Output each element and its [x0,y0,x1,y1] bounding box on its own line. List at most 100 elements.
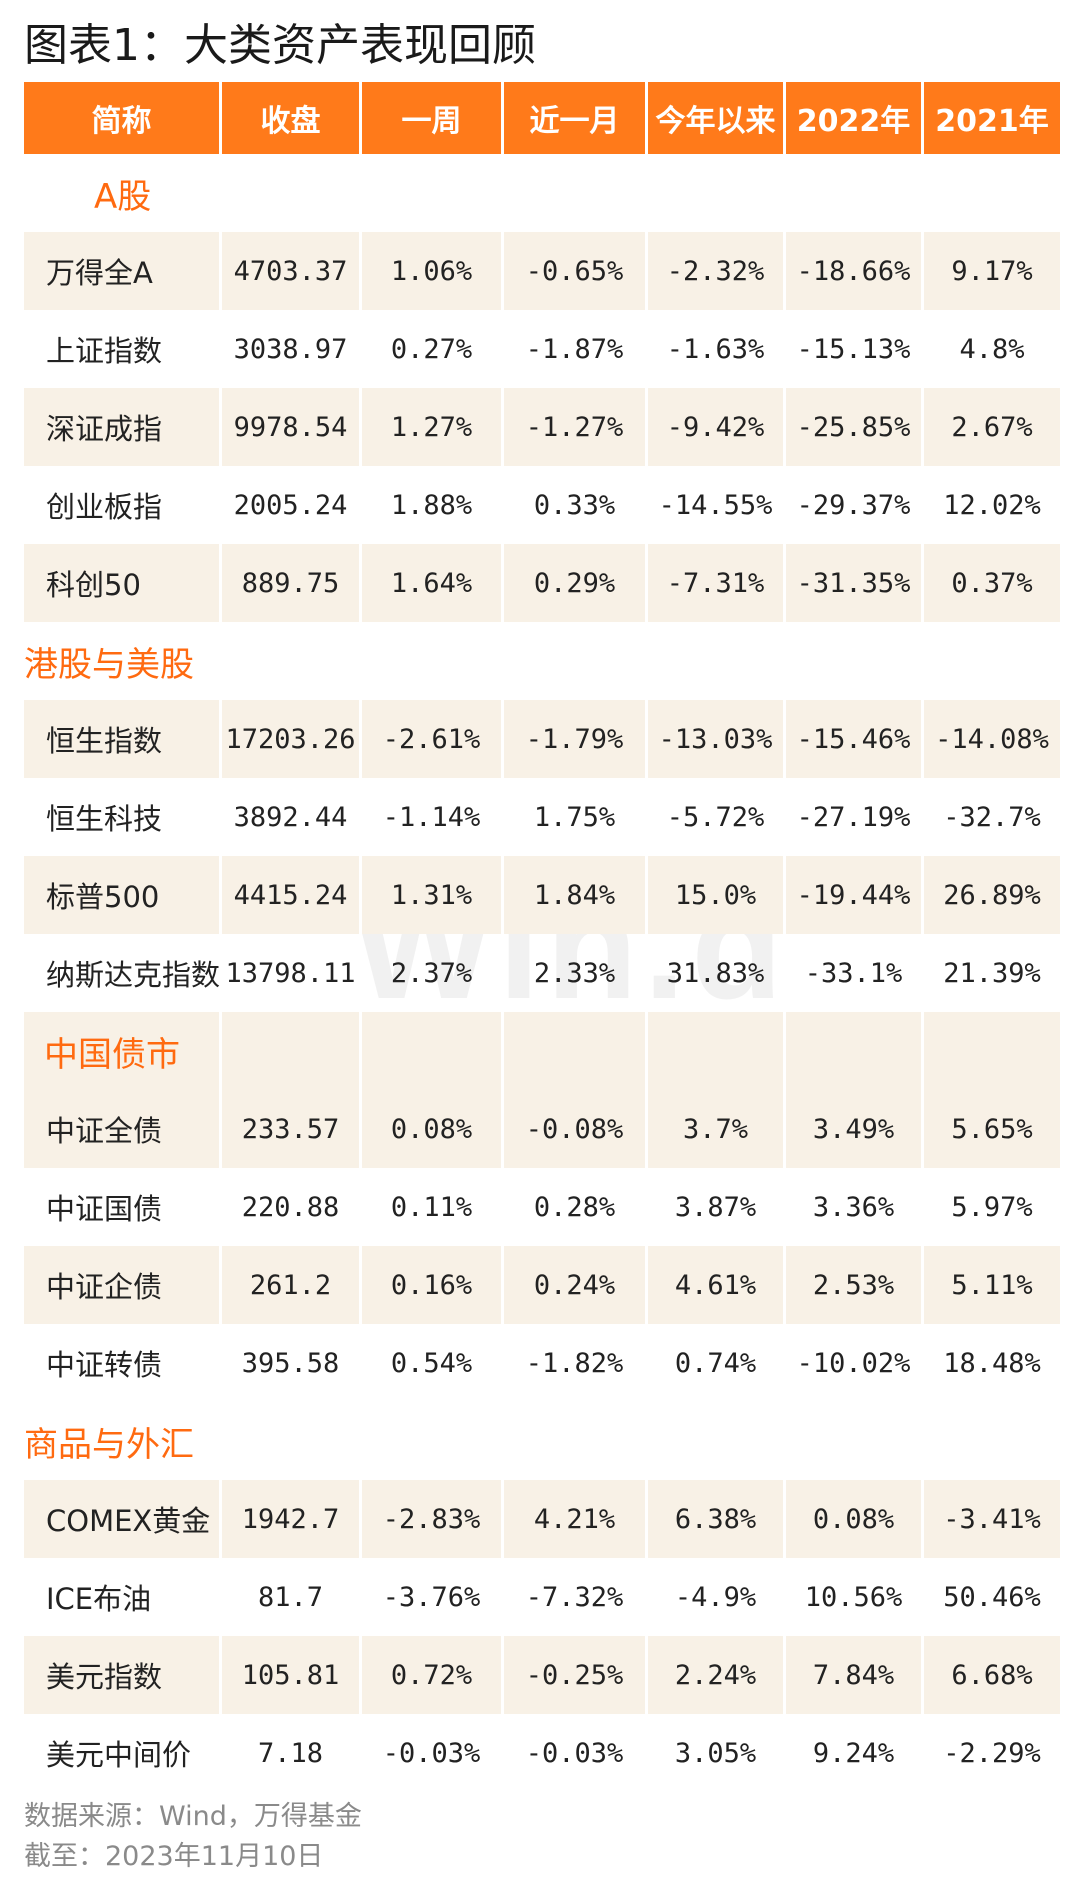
value-cell: 7.18 [222,1714,362,1792]
section-empty-cell [924,154,1060,232]
value-cell: -13.03% [648,700,786,778]
value-cell: 0.24% [504,1246,648,1324]
value-cell: -5.72% [648,778,786,856]
value-cell: -2.29% [943,1737,1041,1769]
table-row: 恒生科技 3892.44 -1.14% 1.75% -5.72% -27.19% -32.7… [24,778,1060,856]
section-empty-cell [786,1402,924,1480]
table-row: 中证国债 220.88 0.11% 0.28% 3.87% 3.36% 5.97% [24,1168,1060,1246]
asset-name-cell: 中证国债 [24,1168,222,1246]
asset-performance-table: 简称 收盘 一周 近一月 今年以来 2022年 2021年 A股 万得全A 4703… [24,82,1060,1792]
value-cell: 2.33% [504,934,648,1012]
value-cell: 1.75% [504,778,648,856]
value-cell: 21.39% [943,957,1041,989]
header-2022: 2022年 [786,82,924,154]
value-cell: 0.11% [362,1168,504,1246]
section-empty-cell [504,622,648,700]
section-empty-cell [362,622,504,700]
value-cell: 12.02% [943,489,1041,521]
value-cell: 9.24% [786,1714,924,1792]
value-cell: 0.37% [951,567,1033,599]
value-cell: -15.13% [786,310,924,388]
value-cell: -2.61% [362,700,504,778]
value-cell: -27.19% [786,778,924,856]
value-cell: 220.88 [222,1168,362,1246]
value-cell: 3892.44 [222,778,362,856]
section-empty-cell [786,154,924,232]
value-cell: -1.82% [504,1324,648,1402]
asset-name-cell: 万得全A [24,232,222,310]
asset-name-cell: 恒生科技 [24,778,222,856]
value-cell: 15.0% [648,856,786,934]
table-row: 中证企债 261.2 0.16% 0.24% 4.61% 2.53% 5.11% [24,1246,1060,1324]
table-row: 中证转债 395.58 0.54% -1.82% 0.74% -10.02% 18.48% [24,1324,1060,1402]
value-cell: 3.05% [648,1714,786,1792]
value-cell: 0.29% [504,544,648,622]
section-header: 港股与美股 [24,622,1060,700]
section-empty-cell [362,1402,504,1480]
value-cell: 13798.11 [222,934,362,1012]
header-ytd: 今年以来 [648,82,786,154]
section-empty-cell [504,1012,648,1090]
value-cell: -0.08% [504,1090,648,1168]
value-cell: 18.48% [943,1347,1041,1379]
value-cell: -3.41% [943,1503,1041,1535]
value-cell: -1.79% [504,700,648,778]
asset-name-cell: 美元中间价 [24,1714,222,1792]
value-cell: 81.7 [222,1558,362,1636]
value-cell: -2.83% [362,1480,504,1558]
asset-name-cell: 中证转债 [24,1324,222,1402]
value-cell: 5.11% [951,1269,1033,1301]
value-cell: 3.49% [786,1090,924,1168]
value-cell: 2.53% [786,1246,924,1324]
value-cell: -3.76% [362,1558,504,1636]
value-cell: 4703.37 [222,232,362,310]
value-cell: -9.42% [648,388,786,466]
value-cell: 3.36% [786,1168,924,1246]
asset-name-cell: 美元指数 [24,1636,222,1714]
section-empty-cell [648,1012,786,1090]
table-row: 上证指数 3038.97 0.27% -1.87% -1.63% -15.13% 4.8% [24,310,1060,388]
page-title: 图表1：大类资产表现回顾 [24,20,536,71]
asset-name-cell: 中证全债 [24,1090,222,1168]
value-cell: 0.72% [362,1636,504,1714]
value-cell: 6.68% [951,1659,1033,1691]
header-2021: 2021年 [935,104,1049,139]
value-cell: -7.31% [648,544,786,622]
value-cell: -32.7% [943,801,1041,833]
asset-name-cell: 中证企债 [24,1246,222,1324]
section-header: A股 [24,154,1060,232]
value-cell: 1.64% [362,544,504,622]
value-cell: -14.08% [935,723,1049,755]
value-cell: 0.16% [362,1246,504,1324]
section-label: A股 [24,154,222,232]
value-cell: -2.32% [648,232,786,310]
value-cell: 2.37% [362,934,504,1012]
value-cell: 2.24% [648,1636,786,1714]
table-row: 恒生指数 17203.26 -2.61% -1.79% -13.03% -15.46% -1… [24,700,1060,778]
section-empty-cell [362,1012,504,1090]
value-cell: -0.65% [504,232,648,310]
section-label: 港股与美股 [24,622,222,700]
value-cell: 0.33% [504,466,648,544]
table-row: 标普500 4415.24 1.31% 1.84% 15.0% -19.44% 26.89% [24,856,1060,934]
value-cell: 9.17% [951,255,1033,287]
header-close: 收盘 [222,82,362,154]
value-cell: 2005.24 [222,466,362,544]
value-cell: 261.2 [222,1246,362,1324]
value-cell: -19.44% [786,856,924,934]
value-cell: 889.75 [222,544,362,622]
value-cell: -4.9% [648,1558,786,1636]
value-cell: 233.57 [222,1090,362,1168]
value-cell: 0.28% [504,1168,648,1246]
asset-name-cell: 纳斯达克指数 [24,934,222,1012]
value-cell: -7.32% [504,1558,648,1636]
asset-name-cell: 上证指数 [24,310,222,388]
asset-name-cell: 创业板指 [24,466,222,544]
value-cell: -1.87% [504,310,648,388]
table-body: A股 万得全A 4703.37 1.06% -0.65% -2.32% -18.66% 9.1… [24,154,1060,1792]
value-cell: 31.83% [648,934,786,1012]
section-empty-cell [924,622,1060,700]
value-cell: -1.27% [504,388,648,466]
table-row: 深证成指 9978.54 1.27% -1.27% -9.42% -25.85% 2.67% [24,388,1060,466]
value-cell: 4.21% [504,1480,648,1558]
